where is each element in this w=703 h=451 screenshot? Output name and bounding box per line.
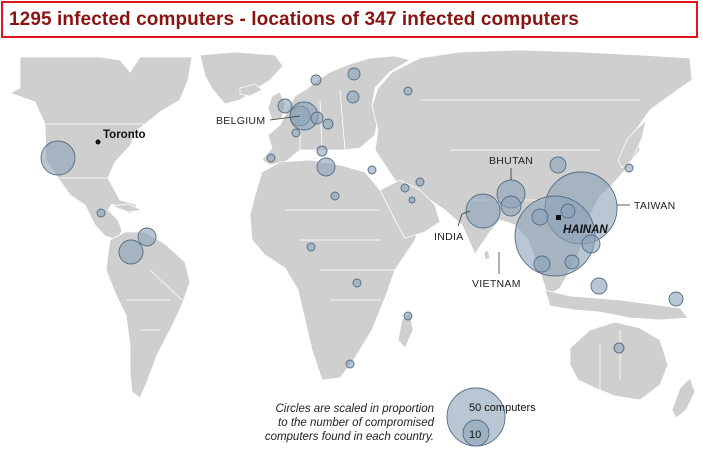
india-label: INDIA xyxy=(434,231,464,243)
infection-bubble xyxy=(533,255,551,273)
iceland-land xyxy=(239,83,263,97)
infection-bubble xyxy=(306,242,316,252)
infection-bubble xyxy=(581,234,601,254)
infection-bubble xyxy=(624,163,634,173)
cuba-land xyxy=(111,203,143,213)
map-title: 1295 infected computers - locations of 3… xyxy=(9,8,579,30)
infection-bubble xyxy=(345,359,355,369)
legend-label-10: 10 xyxy=(469,429,481,441)
greenland-land xyxy=(199,51,284,105)
world-map: Toronto BELGIUM BHUTAN INDIA VIETNAM TAI… xyxy=(9,49,696,447)
hainan-marker xyxy=(556,215,561,220)
bubbles-layer xyxy=(40,67,684,369)
legend-circle-10 xyxy=(462,419,490,447)
infection-bubble xyxy=(367,165,377,175)
vietnam-label: VIETNAM xyxy=(472,278,521,290)
infection-bubble xyxy=(514,195,596,277)
note-line-2: to the number of compromised xyxy=(278,417,435,429)
infection-bubble xyxy=(400,183,410,193)
infection-bubble xyxy=(330,191,340,201)
title-box: 1295 infected computers - locations of 3… xyxy=(1,1,698,38)
scale-note: Circles are scaled in proportion to the … xyxy=(265,403,435,443)
toronto-marker xyxy=(95,139,101,145)
legend-label-50: 50 computers xyxy=(469,402,536,414)
infection-bubble xyxy=(322,118,334,130)
belgium-leader xyxy=(269,115,301,121)
belgium-label: BELGIUM xyxy=(216,115,265,127)
infection-bubble xyxy=(310,74,322,86)
labels-layer: Toronto BELGIUM BHUTAN INDIA VIETNAM TAI… xyxy=(95,115,675,290)
toronto-label: Toronto xyxy=(103,129,146,141)
new-zealand-land xyxy=(671,377,696,419)
south-america-land xyxy=(105,231,191,399)
infection-bubble xyxy=(668,291,684,307)
infection-bubble xyxy=(118,239,144,265)
infection-bubble xyxy=(291,128,301,138)
infection-bubble xyxy=(137,227,157,247)
infection-bubble xyxy=(549,156,567,174)
note-line-1: Circles are scaled in proportion xyxy=(275,403,434,415)
infection-bubble xyxy=(266,153,276,163)
infection-bubble xyxy=(316,157,336,177)
india-leader xyxy=(457,210,471,227)
infection-bubble xyxy=(531,208,549,226)
hainan-label: HAINAN xyxy=(563,224,608,236)
infection-bubble xyxy=(316,145,328,157)
infection-bubble xyxy=(347,67,361,81)
infection-bubble xyxy=(590,277,608,295)
size-legend: 50 computers 10 xyxy=(446,387,536,447)
taiwan-label: TAIWAN xyxy=(634,200,675,212)
infection-bubble xyxy=(500,195,522,217)
infection-bubble xyxy=(96,208,106,218)
infection-bubble xyxy=(415,177,425,187)
bhutan-label: BHUTAN xyxy=(489,155,533,167)
infection-bubble xyxy=(403,86,413,96)
infection-bubble xyxy=(408,196,416,204)
note-line-3: computers found in each country. xyxy=(265,431,434,443)
arabia-land xyxy=(379,179,441,239)
infection-bubble xyxy=(613,342,625,354)
indonesia-land xyxy=(544,289,689,321)
infection-bubble xyxy=(564,254,580,270)
australia-land xyxy=(569,321,669,401)
infection-bubble xyxy=(403,311,413,321)
infection-bubble xyxy=(352,278,362,288)
infection-bubble xyxy=(560,203,576,219)
infection-bubble xyxy=(40,140,76,176)
infection-bubble xyxy=(465,193,501,229)
infection-bubble xyxy=(346,90,360,104)
infection-bubble xyxy=(310,111,324,125)
sri-lanka-land xyxy=(483,249,491,261)
japan-land xyxy=(617,119,647,169)
infection-bubble xyxy=(277,98,293,114)
